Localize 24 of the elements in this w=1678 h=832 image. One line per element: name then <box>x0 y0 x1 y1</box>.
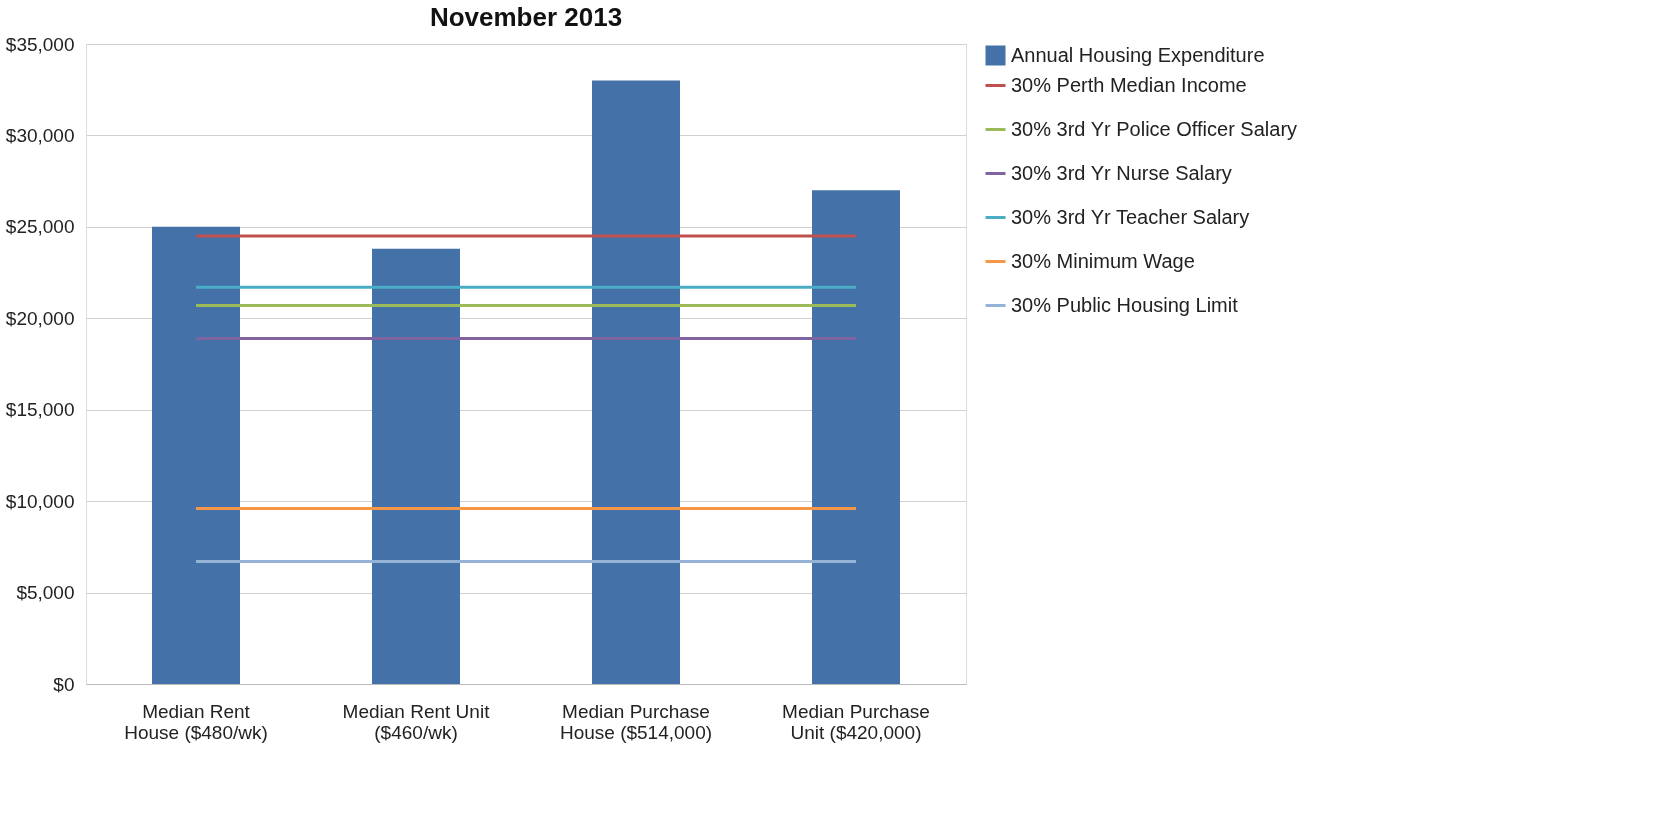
bar <box>592 80 680 684</box>
legend-label: 30% Public Housing Limit <box>1011 293 1239 316</box>
y-tick-label: $0 <box>53 673 75 695</box>
y-tick-label: $10,000 <box>5 490 75 512</box>
x-tick-label: Median Rent House ($480/wk) <box>124 700 268 743</box>
y-tick-label: $25,000 <box>5 216 75 238</box>
y-tick-label: $5,000 <box>16 582 75 604</box>
y-tick-label: $15,000 <box>5 399 75 421</box>
y-tick-label: $30,000 <box>5 124 75 146</box>
x-tick-label: Median Rent Unit ($460/wk) <box>342 700 491 743</box>
x-tick-label: Median Purchase House ($514,000) <box>559 700 713 743</box>
legend-label: 30% Minimum Wage <box>1011 249 1195 272</box>
y-tick-label: $20,000 <box>5 307 75 329</box>
legend-label: Annual Housing Expenditure <box>1011 43 1265 66</box>
legend-label: 30% 3rd Yr Nurse Salary <box>1011 161 1232 184</box>
bar <box>372 248 460 684</box>
x-tick-label: Median Purchase Unit ($420,000) <box>782 700 930 743</box>
legend-label: 30% 3rd Yr Police Officer Salary <box>1011 117 1298 140</box>
bar <box>152 226 240 684</box>
y-tick-label: $35,000 <box>5 33 75 55</box>
legend-label: 30% Perth Median Income <box>1011 73 1247 96</box>
chart-title: November 2013 <box>429 2 623 32</box>
legend-label: 30% 3rd Yr Teacher Salary <box>1011 205 1250 228</box>
bar <box>812 190 900 684</box>
